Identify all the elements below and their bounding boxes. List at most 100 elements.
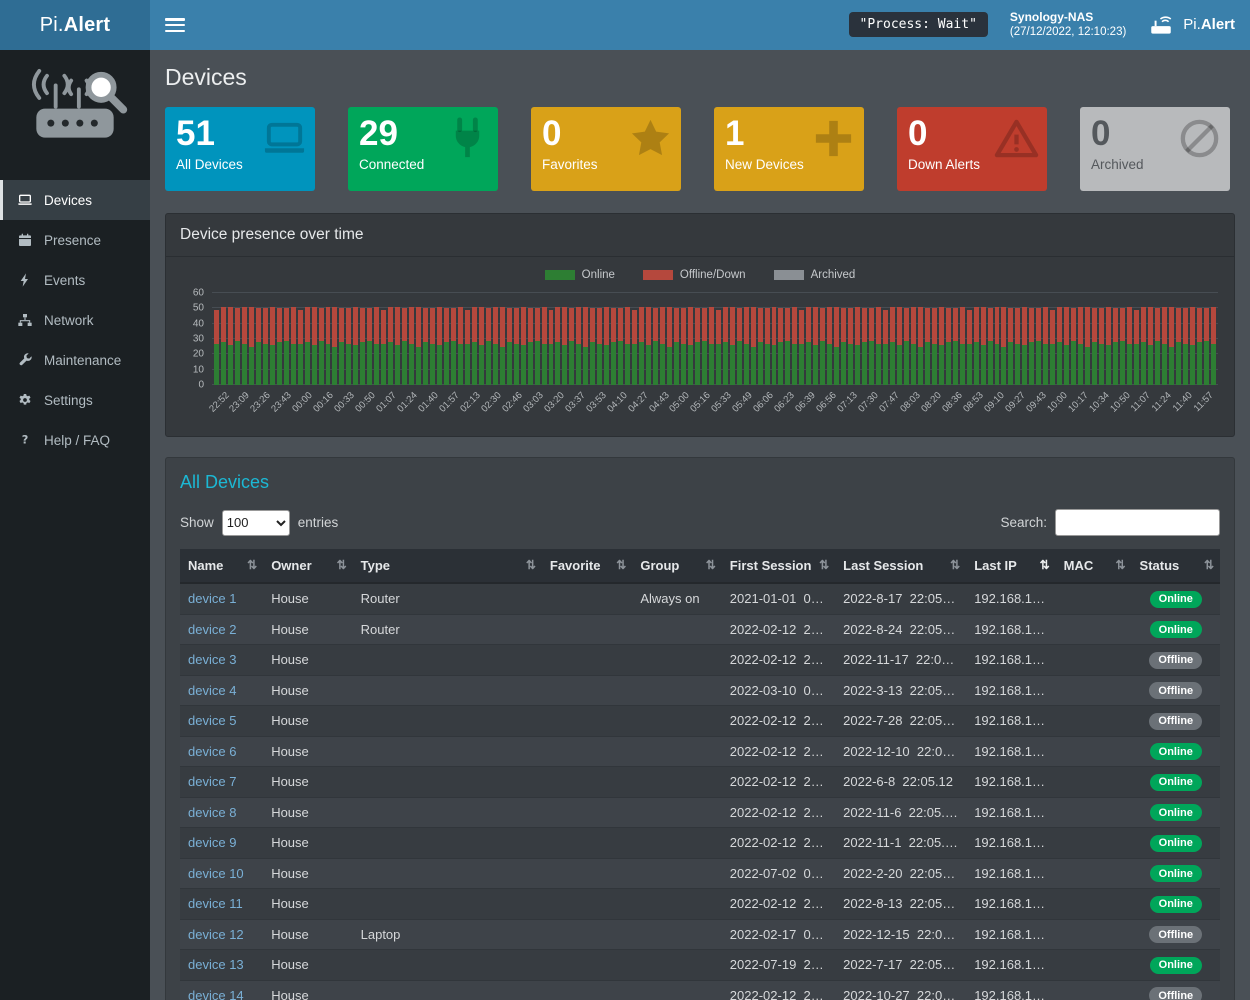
sidebar-item-help-faq[interactable]: ? Help / FAQ — [0, 420, 150, 460]
summary-card-favorites[interactable]: 0 Favorites — [531, 107, 681, 191]
device-name-link[interactable]: device 7 — [188, 774, 237, 790]
card-label: All Devices — [176, 156, 243, 172]
chart-bar — [1106, 293, 1111, 385]
mac-cell — [1055, 613, 1132, 645]
device-name-link[interactable]: device 3 — [188, 652, 237, 668]
legend-item-offline-down[interactable]: Offline/Down — [642, 269, 746, 281]
chart-bar — [792, 293, 798, 385]
chart-bar — [806, 293, 812, 385]
legend-item-archived[interactable]: Archived — [773, 269, 855, 281]
summary-card-all-devices[interactable]: 51 All Devices — [165, 107, 315, 191]
chart-bar — [910, 293, 916, 385]
owner-cell: House — [263, 918, 353, 950]
column-header-favorite[interactable]: Favorite ⇅ — [541, 549, 633, 584]
column-header-group[interactable]: Group ⇅ — [632, 549, 722, 584]
column-label: Status — [1139, 558, 1180, 573]
chart-bar — [966, 293, 972, 385]
x-tick-label: 08:53 — [961, 390, 986, 415]
first-session-cell: 2022-02-12 22:05 — [721, 613, 836, 645]
device-name-cell: device 7 — [180, 766, 264, 797]
x-tick-label: 04:27 — [625, 390, 651, 415]
sidebar-item-presence[interactable]: Presence — [0, 220, 150, 260]
last-ip-cell: 192.168.1.60 — [966, 827, 1056, 858]
chart-y-axis: 0 10 20 30 40 50 60 — [182, 288, 212, 391]
entries-select[interactable]: 100 — [221, 509, 290, 536]
status-badge: Online — [1149, 743, 1202, 760]
device-name-link[interactable]: device 11 — [188, 896, 243, 912]
chart-bar — [896, 293, 902, 385]
type-cell — [352, 949, 542, 980]
column-header-owner[interactable]: Owner ⇅ — [263, 549, 353, 584]
sidebar-item-network[interactable]: Network — [0, 300, 150, 340]
sidebar-item-events[interactable]: Events — [0, 260, 150, 300]
column-header-mac[interactable]: MAC ⇅ — [1055, 549, 1132, 584]
type-cell: Laptop — [352, 918, 542, 950]
x-tick-label: 07:47 — [877, 390, 902, 415]
legend-item-online[interactable]: Online — [544, 269, 615, 281]
nas-info: Synology-NAS (27/12/2022, 12:10:23) — [1010, 9, 1126, 41]
gear-icon — [17, 392, 33, 408]
device-name-cell: device 4 — [180, 674, 264, 706]
type-cell — [352, 827, 542, 858]
device-name-link[interactable]: device 2 — [188, 621, 237, 637]
sidebar-item-devices[interactable]: Devices — [0, 180, 150, 220]
header-brand[interactable]: Pi.Alert — [1148, 12, 1235, 38]
device-name-link[interactable]: device 4 — [188, 682, 237, 698]
app-logo[interactable]: Pi. Alert — [0, 0, 150, 50]
summary-card-down-alerts[interactable]: 0 Down Alerts — [897, 107, 1047, 191]
chart-panel-title: Device presence over time — [166, 214, 1234, 257]
device-name-link[interactable]: device 5 — [188, 713, 237, 729]
sort-icon: ⇅ — [525, 558, 536, 572]
process-status-badge: "Process: Wait" — [848, 12, 988, 38]
x-tick-label: 08:20 — [919, 390, 944, 415]
search-input[interactable] — [1055, 509, 1220, 536]
summary-card-archived[interactable]: 0 Archived — [1080, 107, 1230, 191]
first-session-cell: 2022-02-12 22:05 — [721, 766, 836, 797]
column-header-first-session[interactable]: First Session ⇅ — [721, 549, 836, 584]
y-tick-label: 40 — [192, 318, 204, 330]
device-name-link[interactable]: device 12 — [188, 926, 244, 942]
device-name-link[interactable]: device 14 — [188, 987, 244, 1000]
status-cell: Online — [1131, 613, 1220, 645]
entries-label: entries — [297, 515, 339, 530]
mac-cell — [1055, 796, 1132, 828]
summary-card-connected[interactable]: 29 Connected — [348, 107, 498, 191]
chart-legend: Online Offline/Down Archived — [182, 269, 1218, 281]
summary-card-new-devices[interactable]: 1 New Devices — [714, 107, 864, 191]
card-value: 0 — [1091, 114, 1111, 153]
device-name-link[interactable]: device 9 — [188, 835, 237, 851]
chart-bar — [862, 293, 868, 385]
status-badge: Offline — [1149, 926, 1203, 943]
devices-table-body: device 1 House Router Always on 2021-01-01 0… — [180, 582, 1220, 1000]
device-name-link[interactable]: device 8 — [188, 804, 237, 820]
device-name-link[interactable]: device 6 — [188, 743, 237, 759]
first-session-cell: 2022-02-17 08:05 — [721, 918, 836, 950]
chart-bar — [973, 293, 979, 385]
device-name-link[interactable]: device 13 — [188, 957, 244, 973]
mac-cell — [1055, 979, 1132, 1000]
star-icon — [627, 115, 674, 162]
column-label: MAC — [1063, 558, 1094, 573]
chart-bar — [987, 293, 993, 385]
chart-bar — [924, 293, 930, 385]
sidebar-item-label: Presence — [44, 232, 102, 248]
chart-bar — [708, 293, 714, 385]
x-tick-label: 08:36 — [940, 390, 965, 415]
group-cell — [632, 613, 722, 645]
column-header-type[interactable]: Type ⇅ — [352, 549, 542, 584]
column-header-status[interactable]: Status ⇅ — [1131, 549, 1220, 584]
status-badge: Online — [1149, 773, 1202, 791]
device-name-link[interactable]: device 10 — [188, 865, 244, 881]
chart-bar — [666, 293, 672, 385]
column-header-last-ip[interactable]: Last IP ⇅ — [966, 549, 1056, 584]
chart-bar — [402, 293, 408, 385]
search-label: Search: — [1000, 515, 1047, 530]
chart-bar — [339, 293, 345, 385]
column-header-name[interactable]: Name ⇅ — [180, 549, 264, 584]
sidebar-item-maintenance[interactable]: Maintenance — [0, 340, 150, 380]
column-label: Owner — [271, 558, 312, 573]
column-header-last-session[interactable]: Last Session ⇅ — [835, 549, 967, 584]
sidebar-item-settings[interactable]: Settings — [0, 380, 150, 420]
sidebar-toggle-button[interactable] — [165, 18, 185, 32]
device-name-link[interactable]: device 1 — [188, 591, 237, 607]
